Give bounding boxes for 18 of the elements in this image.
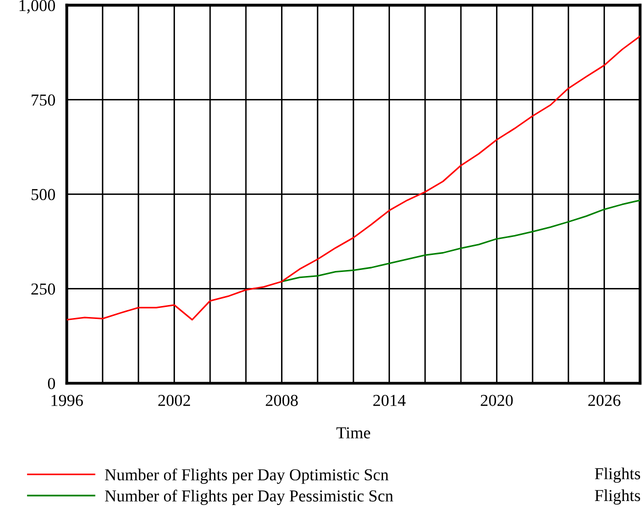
x-tick-label: 2008 — [266, 394, 298, 406]
y-tick-label: 250 — [31, 283, 56, 295]
line-series — [66, 35, 640, 320]
y-tick-label: 500 — [32, 188, 56, 200]
x-tick-label: 1996 — [52, 394, 83, 406]
legend-label: Number of Flights per Day Optimistic Scn — [104, 468, 388, 484]
y-tick-label: 750 — [32, 94, 56, 106]
x-axis-title: Time — [336, 427, 370, 438]
text: Flights — [594, 468, 640, 483]
x-tick-label: 2014 — [373, 394, 406, 406]
y-tick-label: 1,000 — [20, 0, 56, 14]
x-tick-label: 2026 — [588, 394, 620, 406]
x-tick-label: 2002 — [158, 394, 190, 406]
line-series — [280, 200, 640, 282]
y-tick-label: 0 — [48, 378, 56, 390]
text: Flights — [594, 489, 640, 505]
x-tick-label: 2020 — [480, 394, 513, 406]
legend-label: Number of Flights per Day Pessimistic Scn — [104, 490, 394, 505]
